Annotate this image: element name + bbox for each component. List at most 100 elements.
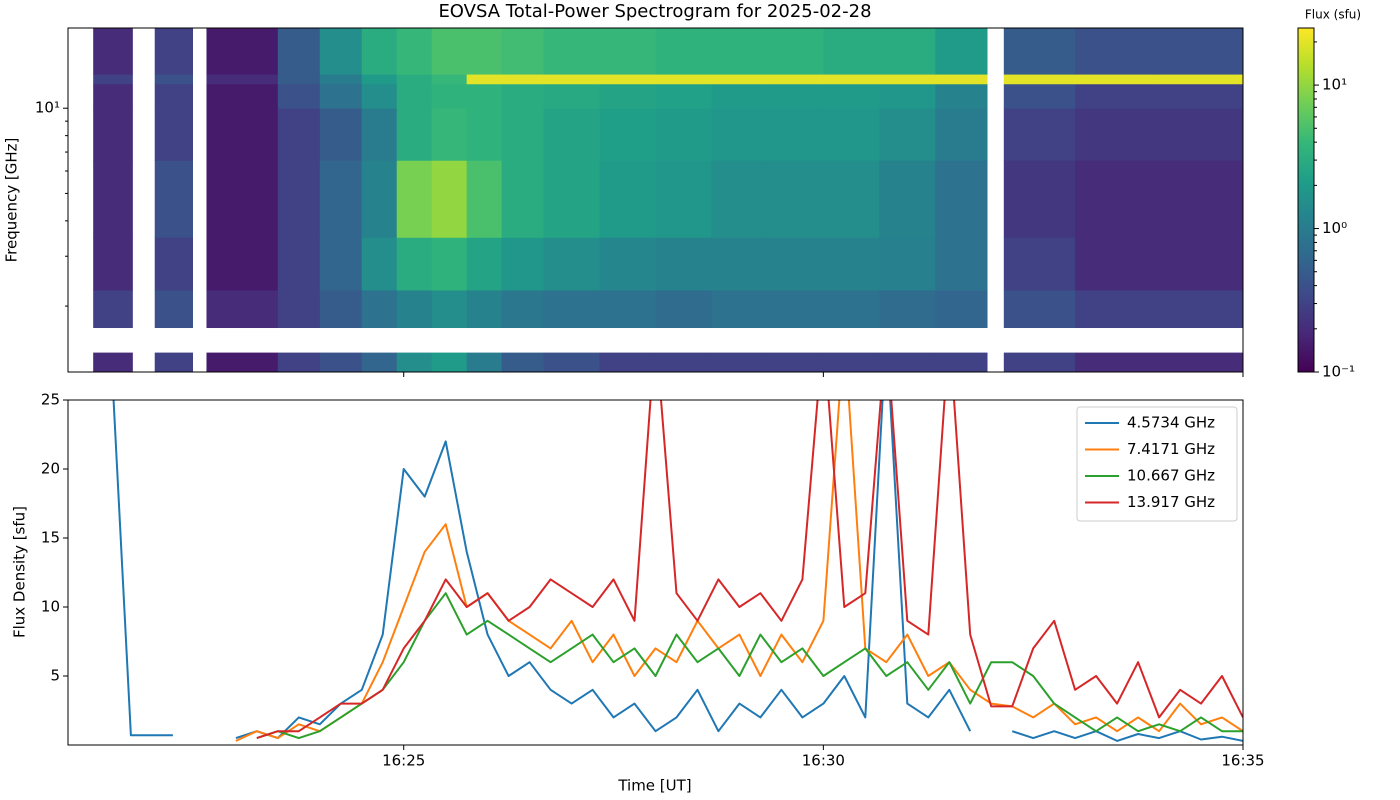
heatmap-cell <box>655 237 712 291</box>
y-tick-label: 25 <box>41 391 60 409</box>
heatmap-cell <box>823 237 880 291</box>
heatmap-cell <box>501 74 545 85</box>
heatmap-cell <box>396 28 433 75</box>
heatmap-cell <box>466 74 503 85</box>
heatmap-cell <box>543 74 601 85</box>
heatmap-cell <box>655 74 712 85</box>
heatmap-cell <box>1075 74 1160 85</box>
heatmap-cell <box>277 237 321 291</box>
heatmap-cell <box>935 160 988 238</box>
heatmap-cell <box>361 289 398 329</box>
heatmap-cell <box>319 289 363 329</box>
heatmap-cell <box>599 160 656 238</box>
heatmap-cell <box>501 108 545 161</box>
heatmap-cell <box>767 352 824 372</box>
heatmap-cell <box>93 74 133 85</box>
y-axis-label: Flux Density [sfu] <box>11 506 29 638</box>
heatmap-cell <box>543 108 601 161</box>
heatmap-cell <box>319 83 363 109</box>
heatmap-cell <box>599 28 656 75</box>
heatmap-cell <box>431 352 468 372</box>
heatmap-cell <box>711 237 768 291</box>
heatmap-cell <box>655 289 712 329</box>
plot-area <box>112 400 1243 742</box>
heatmap-cell <box>1159 83 1243 109</box>
heatmap-cell <box>1159 108 1243 161</box>
heatmap-cell <box>277 289 321 329</box>
heatmap-cell <box>93 352 133 372</box>
heatmap-cell <box>543 289 601 329</box>
heatmap-cell <box>711 83 768 109</box>
heatmap-cell <box>206 74 279 85</box>
heatmap-cell <box>154 74 193 85</box>
colorbar-tick-label: 10⁻¹ <box>1322 363 1355 381</box>
x-tick-label: 16:25 <box>382 752 425 770</box>
heatmap-cell <box>319 237 363 291</box>
heatmap-cell <box>599 352 656 372</box>
heatmap-cell <box>1003 160 1076 238</box>
heatmap-cell <box>396 237 433 291</box>
heatmap-cell <box>823 108 880 161</box>
heatmap-cell <box>1159 74 1243 85</box>
heatmap-cell <box>361 83 398 109</box>
colorbar-tick-label: 10¹ <box>1322 76 1347 94</box>
heatmap-cell <box>277 160 321 238</box>
heatmap-cell <box>935 289 988 329</box>
heatmap-cell <box>206 352 279 372</box>
heatmap-cell <box>879 160 936 238</box>
heatmap-cell <box>319 74 363 85</box>
heatmap-cell <box>767 108 824 161</box>
heatmap-cell <box>93 83 133 109</box>
heatmap-cell <box>277 108 321 161</box>
heatmap-cell <box>466 83 503 109</box>
heatmap-cell <box>599 289 656 329</box>
heatmap-cell <box>879 28 936 75</box>
heatmap-cell <box>466 28 503 75</box>
heatmap-cell <box>599 237 656 291</box>
heatmap-cell <box>823 352 880 372</box>
axes-frame <box>67 27 1244 373</box>
heatmap-cell <box>154 237 193 291</box>
colorbar-tick-label: 10⁰ <box>1322 219 1347 237</box>
heatmap-cell <box>543 352 601 372</box>
heatmap-cell <box>1075 28 1160 75</box>
heatmap-cell <box>879 352 936 372</box>
heatmap-cell <box>879 108 936 161</box>
heatmap-cell <box>361 108 398 161</box>
heatmap-cell <box>823 74 880 85</box>
heatmap-cell <box>431 28 468 75</box>
heatmap-cell <box>361 74 398 85</box>
colorbar-label: Flux (sfu) <box>1305 8 1361 22</box>
heatmap-cell <box>1075 237 1160 291</box>
heatmap-cell <box>711 352 768 372</box>
legend-label: 7.4171 GHz <box>1127 440 1215 458</box>
heatmap-cell <box>1075 108 1160 161</box>
series-line <box>112 400 1243 742</box>
heatmap-cell <box>1003 74 1076 85</box>
heatmap-cell <box>501 237 545 291</box>
axes-frame <box>67 399 1244 746</box>
legend-label: 13.917 GHz <box>1127 493 1215 511</box>
heatmap-cell <box>1003 352 1076 372</box>
heatmap-cell <box>1003 237 1076 291</box>
heatmap-cell <box>823 160 880 238</box>
heatmap-cell <box>655 160 712 238</box>
heatmap-cell <box>1159 28 1243 75</box>
heatmap-cell <box>879 237 936 291</box>
heatmap-cell <box>879 289 936 329</box>
heatmap-cell <box>655 28 712 75</box>
heatmap-cell <box>599 108 656 161</box>
heatmap-cell <box>767 160 824 238</box>
heatmap-cell <box>154 160 193 238</box>
heatmap-cell <box>431 83 468 109</box>
heatmap-cell <box>501 28 545 75</box>
heatmap-cell <box>277 74 321 85</box>
y-tick-label: 15 <box>41 529 60 547</box>
heatmap-cell <box>501 289 545 329</box>
x-axis-label: Time [UT] <box>617 777 691 795</box>
heatmap-cell <box>396 352 433 372</box>
heatmap-cell <box>466 108 503 161</box>
heatmap-cell <box>543 83 601 109</box>
heatmap-cell <box>206 160 279 238</box>
